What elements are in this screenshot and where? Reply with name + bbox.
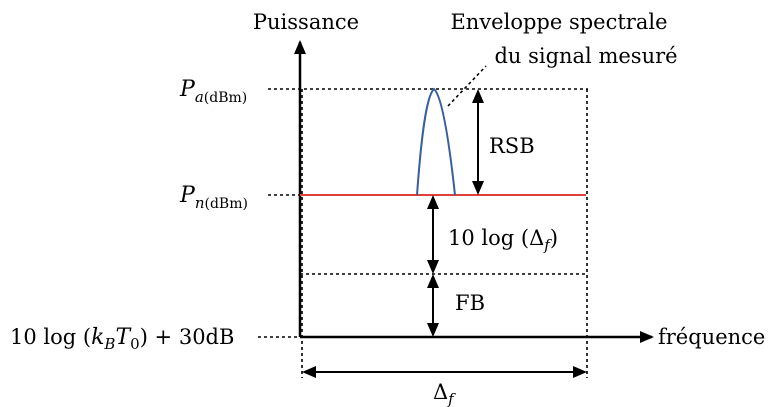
envelope-label-line2: du signal mesuré [494,44,677,68]
pn-label: Pn(dBm) [179,183,248,212]
spectral-envelope [416,87,456,196]
y-axis-label: Puissance [253,10,359,34]
pa-label: Pa(dBm) [179,77,247,106]
envelope-label-line1: Enveloppe spectrale [450,10,667,34]
x-axis-label: fréquence [658,325,765,349]
bw-term-label: 10 log (Δf) [448,226,558,254]
noise-floor-label: 10 log (kBT0) + 30dB [10,325,234,353]
envelope-leader [447,65,487,107]
bandwidth-label: Δf [433,380,456,407]
fb-label: FB [455,291,485,315]
rsb-label: RSB [489,134,535,158]
